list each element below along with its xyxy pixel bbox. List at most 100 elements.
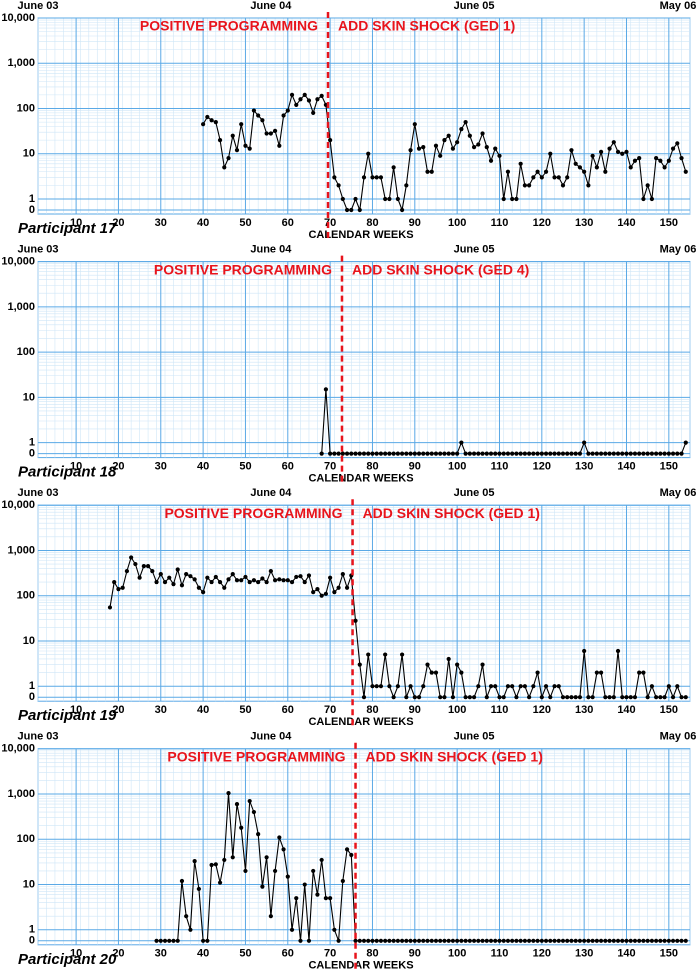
data-point bbox=[179, 583, 185, 588]
x-tick-label: 100 bbox=[448, 461, 466, 473]
data-point bbox=[467, 695, 472, 700]
data-point bbox=[632, 695, 638, 700]
data-point bbox=[272, 578, 278, 583]
data-point bbox=[518, 684, 523, 689]
data-point bbox=[535, 169, 540, 174]
x-axis-title: CALENDAR WEEKS bbox=[308, 229, 413, 241]
data-point bbox=[315, 97, 320, 102]
data-point bbox=[455, 140, 460, 145]
data-point bbox=[306, 573, 312, 578]
data-point bbox=[400, 207, 405, 213]
data-point bbox=[192, 577, 197, 582]
data-point bbox=[408, 148, 413, 153]
x-tick-label: 20 bbox=[112, 217, 124, 229]
data-point bbox=[505, 938, 511, 943]
data-point bbox=[184, 572, 189, 577]
data-point bbox=[315, 892, 320, 897]
data-point bbox=[154, 579, 159, 585]
data-point bbox=[637, 938, 642, 943]
data-point bbox=[442, 451, 447, 456]
data-point bbox=[425, 938, 430, 943]
data-point bbox=[383, 938, 388, 943]
data-point bbox=[488, 451, 494, 456]
data-point bbox=[577, 695, 583, 700]
data-point bbox=[628, 451, 633, 456]
data-point bbox=[658, 451, 663, 456]
data-point bbox=[171, 938, 176, 943]
data-point bbox=[586, 938, 591, 943]
data-point bbox=[158, 938, 163, 943]
data-point bbox=[349, 451, 354, 456]
y-tick-label: 10 bbox=[23, 635, 35, 647]
data-point bbox=[400, 938, 405, 943]
data-point bbox=[467, 133, 472, 138]
data-point bbox=[319, 451, 324, 456]
data-point bbox=[129, 555, 134, 560]
data-point bbox=[433, 670, 439, 675]
data-point bbox=[675, 141, 680, 146]
data-point bbox=[535, 938, 540, 943]
data-point bbox=[438, 938, 443, 943]
data-point bbox=[421, 938, 426, 943]
x-tick-label: 40 bbox=[197, 461, 209, 473]
date-label: May 06 bbox=[660, 0, 697, 12]
data-point bbox=[332, 175, 337, 180]
data-point bbox=[400, 451, 405, 456]
y-tick-label: 100 bbox=[17, 346, 35, 358]
data-point bbox=[628, 695, 633, 700]
x-axis-title: CALENDAR WEEKS bbox=[308, 716, 413, 728]
data-point bbox=[543, 938, 549, 943]
data-point bbox=[527, 695, 532, 700]
data-point bbox=[370, 684, 375, 689]
data-point bbox=[150, 568, 155, 574]
x-tick-label: 100 bbox=[448, 948, 466, 960]
data-point bbox=[425, 662, 430, 667]
data-point bbox=[510, 196, 515, 202]
data-point bbox=[522, 451, 527, 456]
data-point bbox=[281, 578, 286, 583]
data-point bbox=[378, 938, 384, 943]
data-point bbox=[294, 102, 299, 108]
data-point bbox=[582, 938, 587, 943]
data-point bbox=[222, 585, 227, 590]
data-point bbox=[679, 938, 684, 943]
data-point bbox=[425, 169, 430, 174]
data-point bbox=[429, 169, 434, 174]
x-tick-label: 100 bbox=[448, 704, 466, 716]
data-point bbox=[505, 684, 511, 689]
data-point bbox=[476, 684, 481, 689]
data-point bbox=[624, 938, 629, 943]
data-point bbox=[243, 868, 248, 874]
data-point bbox=[531, 938, 536, 943]
data-point bbox=[268, 131, 273, 136]
data-point bbox=[569, 938, 574, 943]
data-point bbox=[442, 138, 447, 143]
data-point bbox=[641, 196, 646, 202]
data-point bbox=[429, 451, 434, 456]
x-tick-label: 120 bbox=[533, 217, 551, 229]
data-point bbox=[353, 196, 358, 202]
data-point bbox=[205, 938, 210, 943]
x-tick-label: 10 bbox=[70, 217, 82, 229]
data-point bbox=[247, 798, 252, 804]
y-tick-label: 1 bbox=[29, 924, 35, 936]
data-point bbox=[582, 169, 587, 174]
data-point bbox=[527, 451, 532, 456]
data-point bbox=[234, 578, 240, 583]
data-point bbox=[569, 451, 574, 456]
data-point bbox=[471, 145, 477, 150]
data-point bbox=[488, 684, 494, 689]
data-point bbox=[675, 684, 680, 689]
data-point bbox=[256, 113, 261, 118]
x-tick-label: 20 bbox=[112, 948, 124, 960]
x-tick-label: 90 bbox=[409, 461, 421, 473]
y-tick-label: 1 bbox=[29, 437, 35, 449]
data-point bbox=[565, 175, 570, 180]
data-point bbox=[590, 695, 595, 700]
data-point bbox=[332, 927, 337, 932]
data-point bbox=[171, 582, 176, 587]
data-point bbox=[353, 618, 358, 623]
y-tick-label: 10,000 bbox=[1, 12, 35, 24]
data-point bbox=[573, 451, 578, 456]
x-tick-label: 30 bbox=[155, 217, 167, 229]
